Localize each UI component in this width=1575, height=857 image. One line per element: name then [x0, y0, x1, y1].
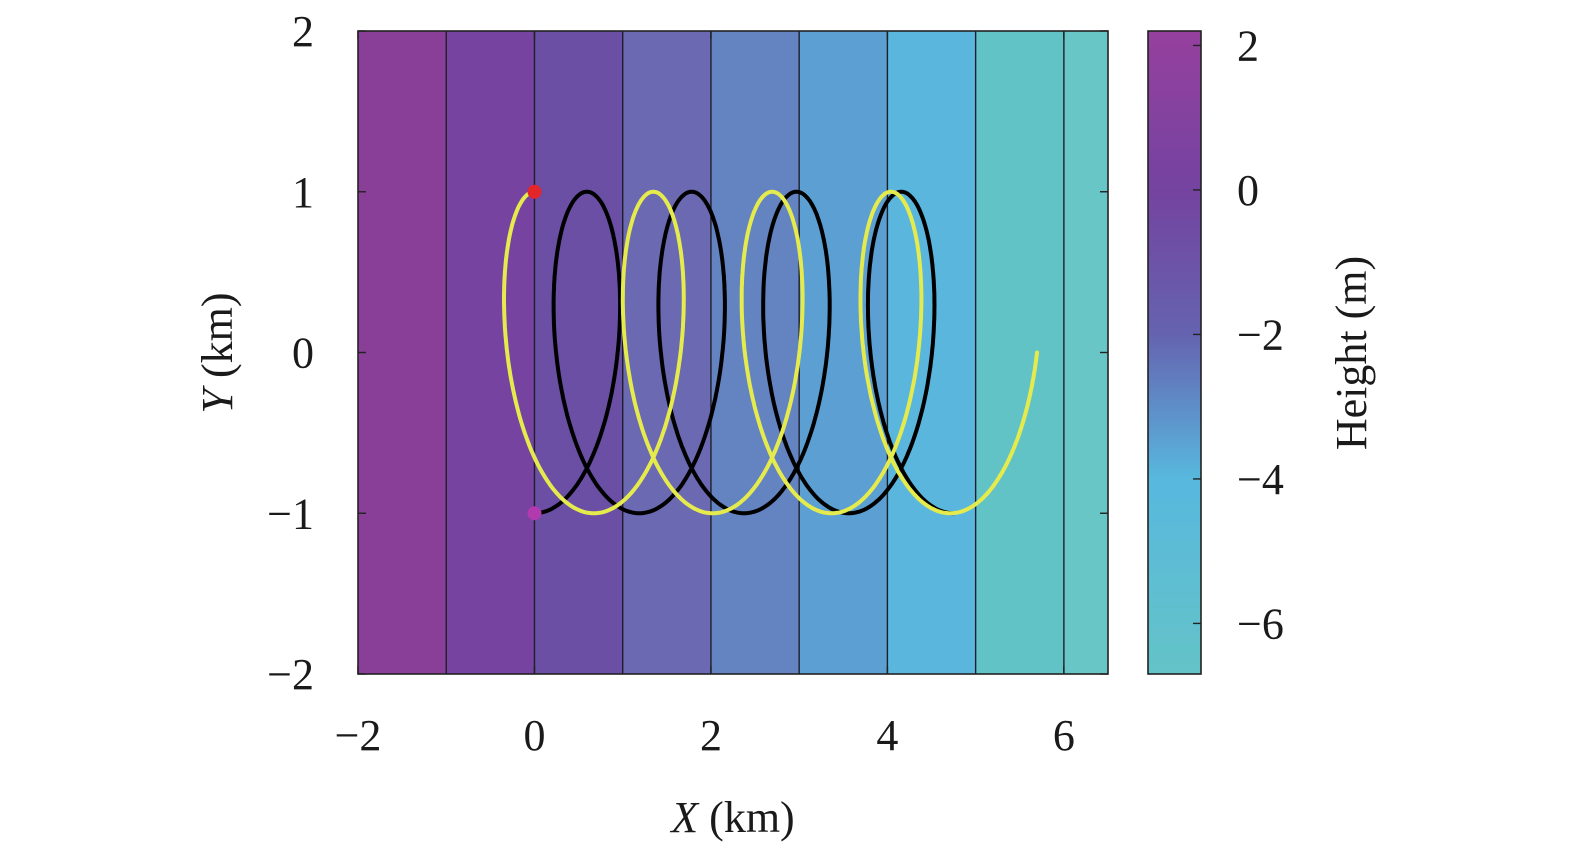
- y-axis-label: Y (km): [193, 292, 242, 413]
- y-tick-label: −2: [267, 650, 314, 699]
- colorbar-tick-label: 0: [1237, 166, 1259, 215]
- trajectories: [502, 189, 1040, 516]
- colorbar-tick-label: −6: [1237, 599, 1284, 648]
- trajectory-line-1: [502, 189, 1040, 516]
- colorbar-tick-label: −4: [1237, 455, 1284, 504]
- x-tick-label: 4: [876, 711, 898, 760]
- colorbar-tick-label: 2: [1237, 21, 1259, 70]
- contour-band: [534, 31, 623, 674]
- y-tick-label: 0: [292, 329, 314, 378]
- y-tick-label: −1: [267, 489, 314, 538]
- trajectory-line-0: [532, 189, 956, 516]
- contour-band: [358, 31, 447, 674]
- x-tick-label: −2: [335, 711, 382, 760]
- colorbar-bar: [1147, 30, 1202, 675]
- colorbar: 2 0 −2 −4 −6: [1147, 21, 1284, 675]
- y-axis-label-unit: (km): [193, 292, 242, 378]
- x-tick-label: 0: [523, 711, 545, 760]
- y-tick-label: 2: [292, 7, 314, 56]
- x-tick-label: 6: [1053, 711, 1075, 760]
- contour-band: [799, 31, 888, 674]
- trajectory-marker: [527, 506, 542, 521]
- colorbar-tick-label: −2: [1237, 310, 1284, 359]
- contour-band: [710, 31, 800, 674]
- x-axis-label: X (km): [669, 793, 794, 842]
- x-axis-label-symbol: X: [669, 793, 700, 842]
- x-axis-label-unit: (km): [709, 793, 795, 842]
- trajectory-marker: [527, 184, 542, 199]
- x-tick-label: 2: [700, 711, 722, 760]
- colorbar-label: Height (m): [1327, 256, 1376, 450]
- contour-band: [446, 31, 535, 674]
- y-axis-label-symbol: Y: [193, 385, 242, 414]
- plot-area: −2 0 2 4 6 −2 −1 0 1 2: [267, 7, 1109, 760]
- contour-band: [622, 31, 711, 674]
- contour-band: [975, 31, 1064, 674]
- y-tick-label: 1: [292, 168, 314, 217]
